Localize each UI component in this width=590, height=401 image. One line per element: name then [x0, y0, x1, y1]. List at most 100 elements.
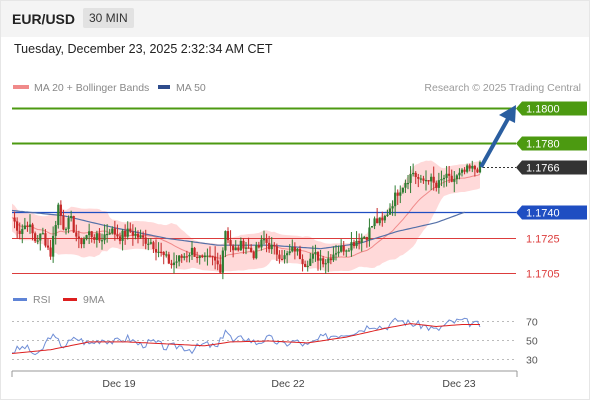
candle	[18, 222, 21, 240]
rsi-legend-label: RSI	[33, 294, 51, 306]
level-label: 1.1705	[526, 269, 560, 281]
level-lines	[12, 107, 516, 274]
candle	[26, 221, 29, 232]
candle	[193, 246, 196, 257]
candle	[124, 224, 127, 245]
candle	[239, 237, 242, 251]
candle	[324, 259, 327, 274]
candle	[82, 236, 86, 249]
candle	[203, 252, 206, 262]
candle	[226, 227, 230, 244]
candle	[149, 238, 152, 245]
candle	[286, 250, 289, 264]
ma9-legend-label: 9MA	[83, 294, 105, 306]
candle	[134, 227, 137, 240]
candle	[401, 187, 404, 194]
candle	[350, 231, 353, 257]
candle	[167, 251, 170, 265]
candle	[471, 160, 474, 173]
candle	[468, 163, 471, 172]
candle	[16, 217, 19, 239]
candle	[358, 233, 361, 250]
candle	[46, 238, 50, 250]
candle	[52, 226, 55, 263]
candle	[129, 222, 132, 233]
level-tags: 1.1800 1.1780 1.1766 1.1740 1.1725 1.1705	[516, 101, 587, 281]
candle	[337, 245, 340, 257]
candle	[319, 249, 322, 271]
rsi-ma-line	[11, 323, 480, 354]
candle	[394, 185, 397, 217]
candle	[90, 230, 93, 243]
candle	[224, 230, 227, 258]
bollinger-band	[12, 160, 480, 273]
candle	[72, 215, 75, 234]
candle	[381, 211, 384, 227]
candle	[430, 173, 433, 191]
candle	[229, 230, 232, 252]
candle	[183, 253, 186, 261]
x-tick-label: Dec 19	[102, 378, 135, 390]
candle	[311, 245, 314, 264]
candle	[360, 233, 363, 252]
rsi-level-label: 30	[526, 355, 538, 367]
credit-text: Research © 2025 Trading Central	[424, 82, 581, 94]
candle	[70, 210, 73, 222]
candle	[409, 166, 412, 194]
symbol-title: EUR/USD	[12, 11, 76, 27]
level-tag-label: 1.1740	[526, 208, 560, 220]
candle	[221, 247, 224, 280]
rsi-grid: 70 50 30	[12, 317, 538, 367]
candle	[139, 229, 142, 239]
candle	[450, 169, 453, 183]
header-bar: EUR/USD 30 MIN	[1, 1, 589, 37]
timeframe-badge[interactable]: 30 MIN	[83, 8, 134, 28]
candle	[111, 226, 114, 235]
candle	[144, 229, 147, 250]
candle	[121, 229, 124, 251]
candle	[417, 173, 420, 188]
candle	[406, 175, 410, 190]
candle	[190, 241, 194, 261]
candle	[175, 255, 178, 269]
candle	[21, 224, 24, 244]
candle	[304, 260, 307, 268]
ma50-legend-swatch	[158, 85, 170, 89]
timestamp: Tuesday, December 23, 2025 2:32:34 AM CE…	[14, 42, 273, 56]
candle	[234, 240, 237, 251]
candle	[252, 250, 255, 260]
candle	[118, 232, 122, 245]
candle	[242, 238, 245, 254]
forecast-arrow	[479, 105, 516, 168]
candle	[442, 174, 446, 188]
candle	[85, 234, 88, 241]
candle	[296, 248, 299, 256]
candle	[260, 235, 263, 251]
level-tag: 1.1800	[516, 101, 587, 116]
level-tag: 1.1740	[516, 205, 587, 220]
candle	[466, 163, 469, 174]
candle	[93, 234, 96, 244]
candle	[306, 260, 309, 272]
candle	[280, 249, 284, 261]
candle	[250, 244, 253, 253]
candle	[322, 255, 325, 268]
candle	[340, 239, 343, 253]
candle	[75, 224, 78, 242]
rsi-level-label: 70	[526, 317, 538, 329]
candle	[342, 240, 345, 256]
candle	[455, 174, 458, 185]
candle	[268, 235, 271, 253]
candle	[232, 244, 235, 258]
candle	[247, 237, 250, 249]
candle	[88, 223, 91, 245]
ma9-legend-swatch	[63, 298, 77, 301]
candle	[293, 242, 296, 260]
candle	[347, 247, 350, 252]
candle	[386, 209, 389, 217]
candle	[180, 253, 183, 263]
candle	[165, 250, 168, 258]
candle	[363, 236, 366, 240]
candle	[31, 222, 34, 241]
